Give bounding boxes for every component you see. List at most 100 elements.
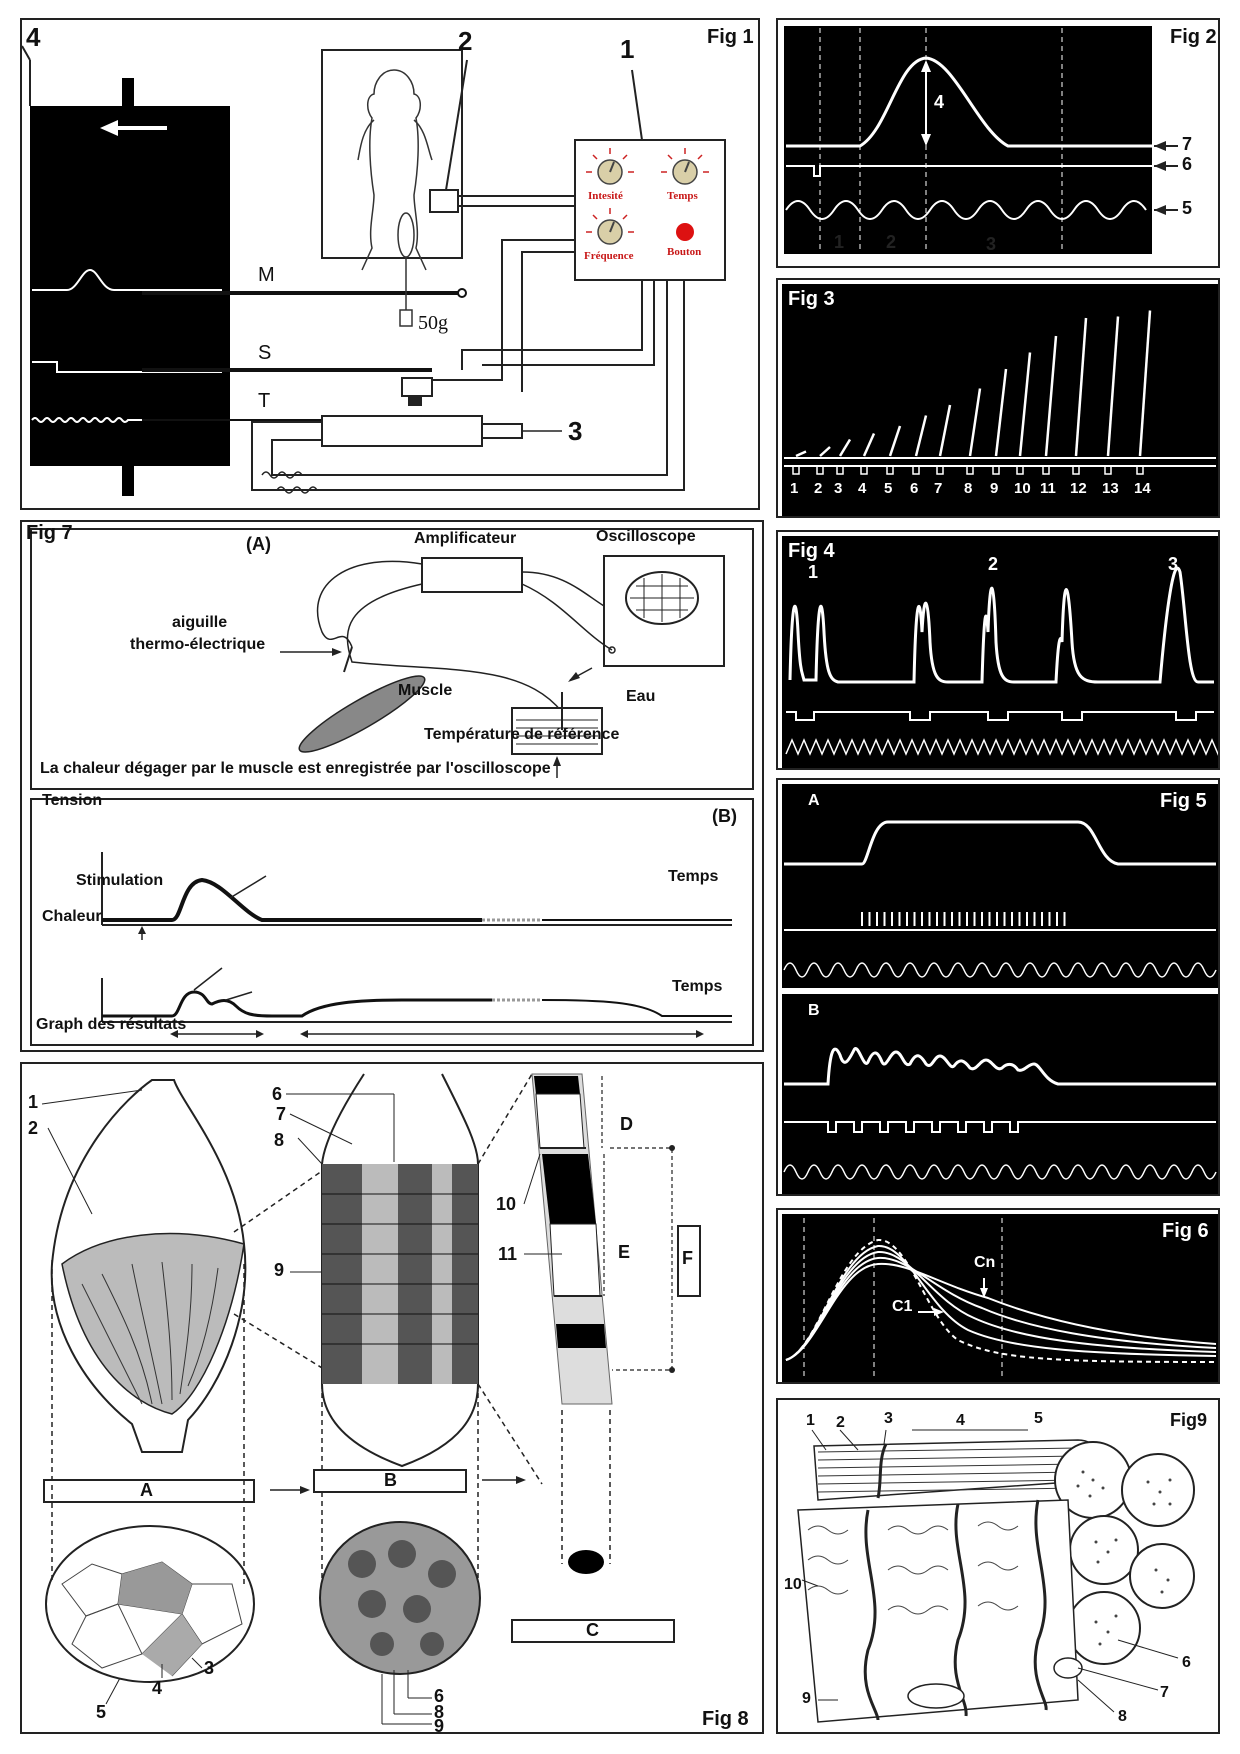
fig2-stim: [786, 165, 1152, 177]
fig3-number-3: 3: [834, 480, 843, 497]
fig9-panel: Fig9 1 2 3 4 5 6 7 8 9 10: [776, 1398, 1220, 1734]
fig8-panel: A B C D E F 1 2 3 4 5 6 7 8 9 10 11 6 8 …: [20, 1062, 764, 1734]
fig5-tag: Fig 5: [1160, 790, 1207, 812]
knob-label-intensite: Intesité: [588, 190, 623, 202]
knob-label-bouton: Bouton: [667, 246, 702, 258]
knob-intensite: [586, 148, 634, 185]
fig1-weight-label: 50g: [418, 312, 448, 334]
fig8-label-6: 6: [272, 1084, 283, 1104]
tension-curve: [102, 877, 482, 922]
fig8-label-9b: 9: [434, 1716, 445, 1734]
fig2-tag: Fig 2: [1170, 26, 1217, 48]
fig2-label-3: 3: [986, 234, 997, 254]
fig7-label-B: (B): [712, 806, 737, 826]
fig9-label-1: 1: [806, 1412, 815, 1429]
fig3-twitch-6: [914, 415, 928, 457]
kymograph-drum: [30, 106, 230, 466]
fig8-label-8b: 8: [434, 1702, 445, 1722]
fig3-number-13: 13: [1102, 480, 1119, 497]
fig8-label-1: 1: [28, 1092, 39, 1112]
fig9-label-7: 7: [1160, 1684, 1169, 1701]
fig2-label-2: 2: [886, 232, 897, 252]
fig2-twitch: [786, 56, 1152, 148]
fig3-stim-mark-6: [912, 465, 920, 475]
fig3-drawing: [782, 284, 1218, 516]
fig5b-incomplete-tetanus: [784, 1047, 1216, 1086]
fig3-twitch-13: [1106, 316, 1120, 457]
fig3-number-5: 5: [884, 480, 893, 497]
fig7-graph-title: Graph des résultats: [36, 1016, 187, 1033]
fig3-twitch-7: [938, 404, 952, 457]
fig5a-tetanus: [784, 820, 1216, 866]
electrode-2: [429, 189, 459, 213]
fig3-twitch-12: [1074, 317, 1088, 457]
fig3-number-1: 1: [790, 480, 799, 497]
fig3-number-8: 8: [964, 480, 973, 497]
fig3-stim-mark-14: [1136, 465, 1144, 475]
fig8-label-A: A: [140, 1480, 153, 1500]
fig3-twitch-5: [888, 425, 902, 457]
fig2-panel: Fig 2 1 2 3 4 5 6 7: [776, 18, 1220, 268]
stim-trace: [32, 361, 222, 373]
fig3-twitch-2: [819, 446, 831, 457]
knob-label-frequence: Fréquence: [584, 250, 634, 262]
fig3-stim-mark-8: [966, 465, 974, 475]
fig7-caption: La chaleur dégager par le muscle est enr…: [40, 760, 551, 777]
fig7-drawing: [101, 555, 732, 1038]
fig3-stim-mark-5: [886, 465, 894, 475]
fig2-label-6: 6: [1182, 154, 1193, 174]
fig3-twitch-8: [968, 388, 982, 457]
fig3-number-14: 14: [1134, 480, 1151, 497]
fig4-label-3: 3: [1168, 554, 1179, 574]
fig7-part-B: [30, 798, 754, 1046]
fig3-number-11: 11: [1040, 480, 1056, 497]
fig4-panel: Fig 4 1 2 3: [776, 530, 1220, 770]
fig9-label-10: 10: [784, 1576, 802, 1593]
water-container: [511, 707, 603, 755]
fig5-label-A: A: [808, 792, 820, 809]
muscle: [298, 675, 426, 753]
fig3-tag: Fig 3: [788, 288, 835, 310]
fig4-tag: Fig 4: [788, 540, 835, 562]
fig7-aiguille-1: aiguille: [172, 614, 228, 631]
fig5a-time: [783, 962, 1217, 978]
s-electrode: [401, 377, 433, 397]
fig2-label-4: 4: [934, 92, 945, 112]
fig3-stim-mark-9: [992, 465, 1000, 475]
fig1-drawing: [22, 45, 726, 496]
weight: [399, 309, 413, 327]
fig7-eau: Eau: [626, 688, 656, 705]
fig5-panel: A Fig 5 B: [776, 778, 1220, 1196]
fig3-stim-mark-11: [1042, 465, 1050, 475]
fig9-label-5: 5: [1034, 1410, 1043, 1427]
fig4-time-trace: [785, 738, 1218, 756]
fig3-stim-mark-12: [1072, 465, 1080, 475]
fig7-temps-1: Temps: [668, 868, 719, 885]
fig4-label-2: 2: [988, 554, 999, 574]
fig2-label-5: 5: [1182, 198, 1193, 218]
heat-curve: [102, 990, 492, 1018]
fig6-panel: Fig 6 Cn C1: [776, 1208, 1220, 1384]
fig7-aiguille-2: thermo-électrique: [130, 636, 266, 653]
fig3-twitch-9: [994, 368, 1008, 457]
fig3-number-2: 2: [814, 480, 823, 497]
fig7-amplificateur: Amplificateur: [414, 530, 517, 547]
frog-body: [361, 69, 427, 271]
fig3-number-7: 7: [934, 480, 943, 497]
fig7-part-A: [30, 528, 754, 790]
fig5b-time: [783, 1164, 1217, 1180]
fig3-panel: Fig 3 1 2 3 4 5 6 7 8 9 10 11 12 13 14: [776, 278, 1220, 518]
fig1-label-3: 3: [568, 416, 583, 446]
fig1-label-M: M: [258, 264, 275, 286]
fig9-label-4: 4: [956, 1412, 965, 1429]
bouton-button: [676, 223, 694, 241]
fig8-label-4: 4: [152, 1678, 163, 1698]
fig3-twitch-3: [838, 438, 852, 457]
fig6-label-cn: Cn: [974, 1254, 996, 1271]
fig9-label-9: 9: [802, 1690, 811, 1707]
fig3-twitch-4: [862, 432, 876, 457]
fig8-drawing: [41, 1073, 701, 1725]
fig1-label-4: 4: [26, 22, 41, 52]
fig7-tension: Tension: [42, 792, 103, 809]
fig9-label-3: 3: [884, 1410, 893, 1427]
